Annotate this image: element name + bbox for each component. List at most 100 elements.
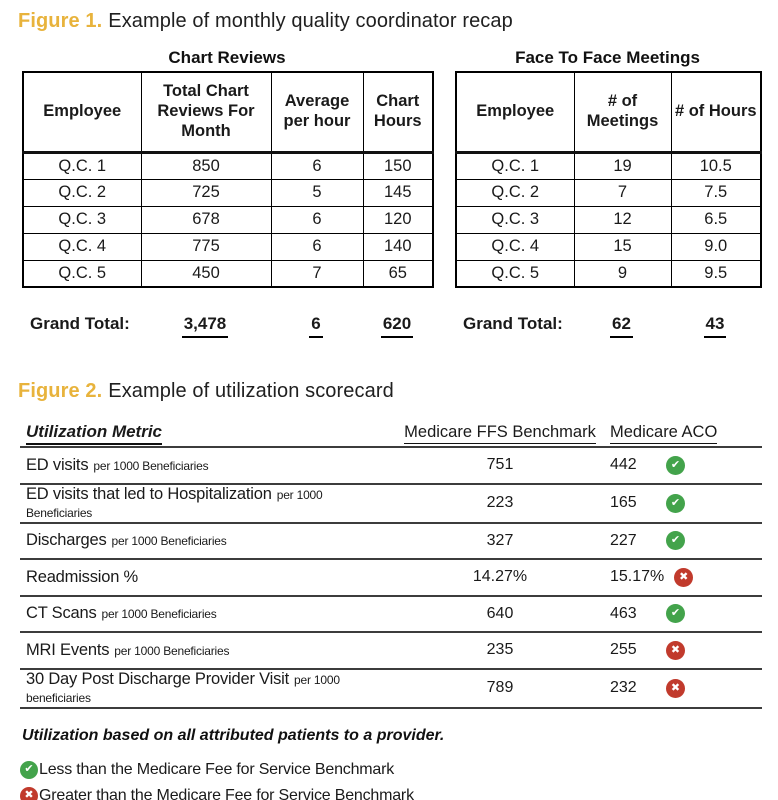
table-cell: Q.C. 5: [22, 259, 142, 288]
chart-reviews-table: Employee Total Chart Reviews For Month A…: [22, 71, 434, 288]
scorecard-header-aco: Medicare ACO: [610, 423, 718, 444]
chart-reviews-grand-total: Grand Total: 3,478 6 620: [22, 314, 432, 338]
scorecard-rows: ED visits per 1000 Beneficiaries 751 442 …: [20, 446, 762, 709]
table-header-row: Employee Total Chart Reviews For Month A…: [22, 71, 434, 154]
scorecard-row: CT Scans per 1000 Beneficiaries 640 463 ✔…: [20, 594, 762, 632]
grand-total-value: 62: [610, 314, 633, 338]
table-row: Q.C. 5 9 9.5: [455, 259, 762, 288]
grand-total-value: 43: [703, 314, 727, 338]
metric-cell: Discharges per 1000 Beneficiaries: [20, 531, 390, 550]
check-icon: ✔: [670, 458, 681, 471]
table-row: Q.C. 3 12 6.5: [455, 205, 762, 234]
x-icon: ✖: [670, 681, 681, 694]
aco-cell: 442 ✔✖: [610, 455, 762, 475]
table-cell: Q.C. 4: [22, 232, 142, 261]
table-cell: 5: [270, 178, 364, 207]
table-row: Q.C. 2 7 7.5: [455, 178, 762, 207]
x-icon: ✖: [679, 570, 689, 583]
table-cell: 9: [573, 259, 672, 288]
aco-value: 442: [610, 456, 637, 474]
table-cell: Q.C. 5: [455, 259, 575, 288]
scorecard-row: Readmission % 14.27% 15.17% ✔✖: [20, 558, 762, 595]
table-row: Q.C. 2 725 5 145: [22, 178, 434, 207]
x-icon: ✖: [670, 643, 681, 656]
aco-value: 463: [610, 604, 637, 622]
metric-name: Readmission %: [26, 567, 139, 586]
benchmark-value: 223: [486, 494, 514, 511]
grand-total-cell: 620: [362, 314, 432, 338]
table-row: Q.C. 4 775 6 140: [22, 232, 434, 261]
table-cell: 725: [140, 178, 272, 207]
check-icon: ✔: [20, 760, 38, 779]
metric-name: CT Scans: [26, 604, 97, 623]
x-icon: ✖: [20, 786, 38, 800]
scorecard-header-metric-cell: Utilization Metric: [20, 422, 390, 445]
table-cell: Q.C. 4: [455, 232, 575, 261]
aco-cell: 15.17% ✔✖: [610, 567, 762, 587]
metric-suffix: per 1000 Beneficiaries: [114, 643, 230, 658]
figure2-title: Example of utilization scorecard: [108, 380, 394, 402]
table-cell: Q.C. 1: [22, 151, 142, 180]
metric-name: 30 Day Post Discharge Provider Visit: [26, 669, 290, 688]
legend-item: ✔ Less than the Medicare Fee for Service…: [20, 757, 762, 783]
table-cell: 7.5: [670, 178, 762, 207]
status-icon: ✔✖: [666, 455, 685, 475]
table-header-cell: Employee: [455, 71, 575, 154]
metric-suffix: per 1000 beneficiaries: [26, 672, 340, 705]
table-cell: 7: [573, 178, 672, 207]
scorecard-header: Utilization Metric Medicare FFS Benchmar…: [20, 422, 762, 446]
metric-name: Discharges: [26, 531, 107, 550]
table-row: Q.C. 3 678 6 120: [22, 205, 434, 234]
aco-cell: 232 ✔✖: [610, 678, 762, 698]
table-cell: 15: [573, 232, 672, 261]
metric-cell: ED visits that led to Hospitalization per…: [20, 485, 390, 522]
table-row: Q.C. 4 15 9.0: [455, 232, 762, 261]
grand-total-label: Grand Total:: [30, 314, 130, 333]
chart-reviews-title: Chart Reviews: [168, 48, 286, 67]
status-icon: ✔✖: [674, 567, 694, 587]
table-cell: 19: [573, 151, 672, 180]
aco-cell: 255 ✔✖: [610, 640, 762, 660]
figure2-section: Figure 2. Example of utilization scorecar…: [18, 378, 762, 800]
table-header-row: Employee # of Meetings # of Hours: [455, 71, 762, 154]
aco-value: 227: [610, 531, 637, 549]
legend-item: ✖ Greater than the Medicare Fee for Serv…: [20, 783, 762, 800]
aco-value: 255: [610, 641, 637, 659]
grand-total-label: Grand Total:: [463, 314, 563, 333]
table-cell: Q.C. 2: [455, 178, 575, 207]
scorecard-note: Utilization based on all attributed pati…: [22, 726, 445, 744]
table-header-cell: Employee: [22, 71, 142, 154]
metric-cell: CT Scans per 1000 Beneficiaries: [20, 604, 390, 623]
chart-reviews-block: Chart Reviews Employee Total Chart Revie…: [22, 48, 434, 288]
benchmark-value: 14.27%: [472, 568, 528, 586]
table-row: Q.C. 5 450 7 65: [22, 259, 434, 288]
legend-text: Less than the Medicare Fee for Service B…: [39, 760, 395, 778]
legend-text: Greater than the Medicare Fee for Servic…: [39, 786, 414, 800]
aco-cell: 463 ✔✖: [610, 604, 762, 624]
benchmark-value: 327: [486, 531, 514, 549]
table-cell: 775: [140, 232, 272, 261]
benchmark-value: 235: [486, 641, 514, 659]
metric-name: ED visits that led to Hospitalization: [26, 484, 272, 503]
benchmark-value: 789: [486, 679, 514, 696]
table-header-cell: Total Chart Reviews For Month: [140, 71, 272, 154]
table-cell: 145: [362, 178, 434, 207]
grand-totals: Grand Total: 3,478 6 620 Grand Total: 62…: [22, 314, 762, 338]
metric-cell: MRI Events per 1000 Beneficiaries: [20, 641, 390, 660]
grand-total-value: 3,478: [181, 314, 229, 338]
metric-suffix: per 1000 Beneficiaries: [111, 534, 227, 549]
aco-value: 165: [610, 494, 637, 511]
figure1-tables: Chart Reviews Employee Total Chart Revie…: [22, 48, 762, 288]
figure1-label: Figure 1.: [18, 10, 103, 32]
status-icon: ✔✖: [666, 640, 685, 660]
metric-cell: Readmission %: [20, 568, 390, 587]
table-row: Q.C. 1 19 10.5: [455, 151, 762, 180]
table-cell: 450: [140, 259, 272, 288]
figure2-label: Figure 2.: [18, 380, 103, 402]
grand-total-cell: 43: [670, 314, 760, 338]
scorecard-legend: ✔ Less than the Medicare Fee for Service…: [20, 757, 762, 800]
table-cell: Q.C. 1: [455, 151, 575, 180]
table-cell: Q.C. 2: [22, 178, 142, 207]
grand-total-value: 6: [309, 314, 323, 338]
check-icon: ✔: [670, 496, 681, 509]
